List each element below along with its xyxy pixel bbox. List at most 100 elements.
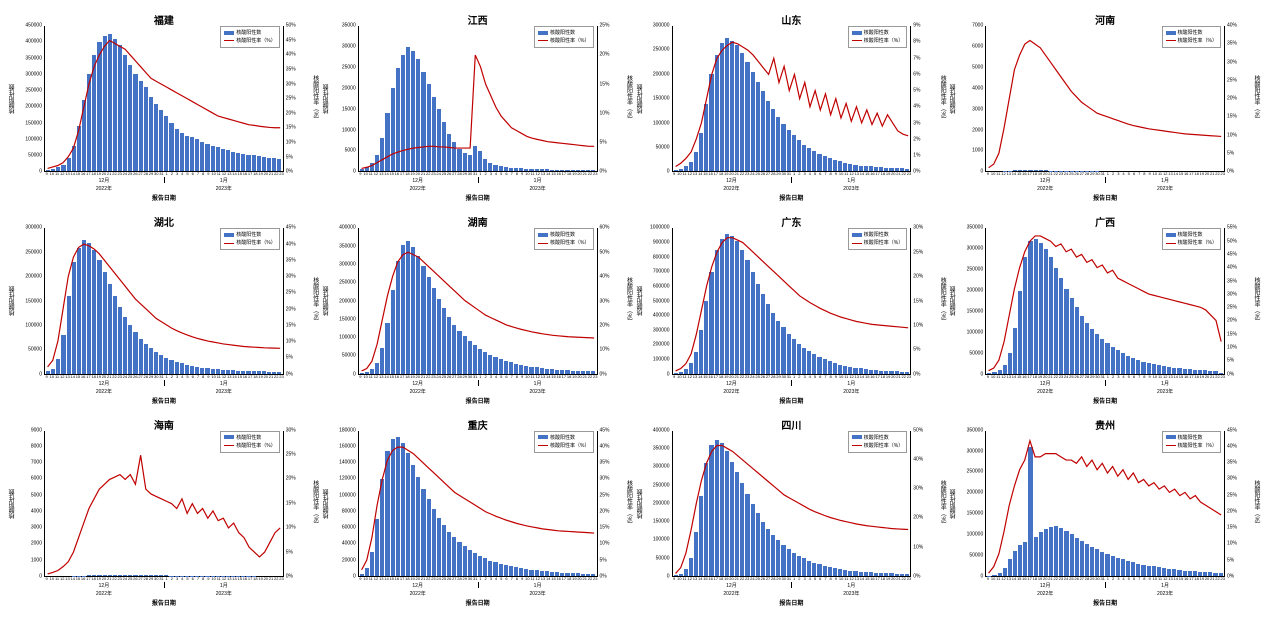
y-axis-left: 01000200030004000500060007000核酸阳性数 <box>951 26 985 172</box>
y-tick-right: 20% <box>913 275 923 280</box>
x-month: 12月 <box>672 380 792 387</box>
chart-panel: 湖北050000100000150000200000250000300000核酸… <box>10 212 318 408</box>
y-tick-right: 0% <box>286 372 293 377</box>
y-tick-left: 100000 <box>967 533 984 538</box>
y-tick-right: 35% <box>286 258 296 263</box>
y-tick-left: 20000 <box>342 86 356 91</box>
legend-bar-label: 核酸阳性数 <box>1178 435 1203 441</box>
y-axis-left: 0500001000001500002000002500003000003500… <box>951 228 985 374</box>
y-tick-right: 10% <box>600 348 610 353</box>
y-tick-left: 200000 <box>25 275 42 280</box>
legend-item-line: 核酸阳性率（%） <box>1166 442 1217 450</box>
chart-panel: 广西05000010000015000020000025000030000035… <box>951 212 1259 408</box>
x-axis: 9101112131415161718192021222324252627282… <box>358 577 598 611</box>
y-tick-right: 30% <box>286 428 296 433</box>
y-tick-left: 400000 <box>653 428 670 433</box>
legend-item-line: 核酸阳性率（%） <box>224 442 275 450</box>
y-tick-right: 25% <box>286 97 296 102</box>
y-tick-left: 200000 <box>339 299 356 304</box>
y-tick-left: 300000 <box>25 72 42 77</box>
chart-panel: 江西05000100001500020000250003000035000核酸阳… <box>324 10 632 206</box>
y-tick-left: 80000 <box>342 509 356 514</box>
x-tick: 23 <box>279 375 284 379</box>
legend-bar-label: 核酸阳性数 <box>864 232 889 238</box>
y-tick-right: 10% <box>913 323 923 328</box>
y-tick-left: 0 <box>667 574 670 579</box>
y-tick-left: 300000 <box>967 247 984 252</box>
y-tick-right: 10% <box>1227 346 1237 351</box>
x-years: 2022年2023年 <box>672 590 912 597</box>
y-tick-left: 350000 <box>25 56 42 61</box>
y-label-right: 核酸阳性率（%） <box>1252 75 1261 122</box>
x-month: 12月 <box>672 177 792 184</box>
x-label: 报告日期 <box>44 396 284 405</box>
y-tick-left: 300000 <box>339 262 356 267</box>
x-month: 12月 <box>985 582 1105 589</box>
x-years: 2022年2023年 <box>44 185 284 192</box>
x-ticks: 9101112131415161718192021222324252627282… <box>358 172 598 176</box>
y-tick-left: 200000 <box>25 105 42 110</box>
y-tick-right: 7% <box>913 56 920 61</box>
legend-item-bar: 核酸阳性数 <box>852 29 903 37</box>
y-axis-right: 0%5%10%15%20%25%30%35%40%45%核酸阳性率（%） <box>598 431 632 577</box>
y-tick-right: 30% <box>600 299 610 304</box>
x-axis: 9101112131415161718192021222324252627282… <box>672 375 912 409</box>
y-tick-left: 180000 <box>339 428 356 433</box>
legend-line-label: 核酸阳性率（%） <box>236 443 275 449</box>
x-month: 12月 <box>358 177 478 184</box>
y-tick-right: 0% <box>600 372 607 377</box>
x-year: 2022年 <box>44 388 164 395</box>
y-axis-left: 0500001000001500002000002500003000003500… <box>10 26 44 172</box>
x-ticks: 9101112131415161718192021222324252627282… <box>985 375 1225 379</box>
chart-title: 江西 <box>324 12 632 27</box>
x-months: 12月1月 <box>672 380 912 387</box>
y-tick-left: 0 <box>353 574 356 579</box>
x-axis: 9101112131415161718192021222324252627282… <box>44 172 284 206</box>
line-swatch <box>538 445 548 446</box>
x-ticks: 9101112131415161718192021222324252627282… <box>672 577 912 581</box>
x-ticks: 9101112131415161718192021222324252627282… <box>44 172 284 176</box>
y-tick-right: 5% <box>286 550 293 555</box>
y-tick-left: 100000 <box>339 493 356 498</box>
y-tick-right: 30% <box>1227 477 1237 482</box>
chart-title: 湖北 <box>10 214 318 229</box>
y-tick-right: 25% <box>913 250 923 255</box>
y-tick-right: 35% <box>1227 279 1237 284</box>
y-tick-right: 50% <box>913 428 923 433</box>
y-tick-left: 200000 <box>967 289 984 294</box>
x-month: 1月 <box>1105 582 1225 589</box>
y-tick-left: 100000 <box>25 137 42 142</box>
y-tick-right: 15% <box>600 82 610 87</box>
y-tick-right: 30% <box>913 226 923 231</box>
x-year: 2023年 <box>1105 185 1225 192</box>
x-ticks: 9101112131415161718192021222324252627282… <box>985 577 1225 581</box>
y-tick-right: 0% <box>600 574 607 579</box>
y-tick-left: 350000 <box>339 244 356 249</box>
y-tick-left: 50000 <box>28 348 42 353</box>
legend-item-bar: 核酸阳性数 <box>224 29 275 37</box>
x-label: 报告日期 <box>358 396 598 405</box>
bar-swatch <box>1166 31 1176 35</box>
chart-title: 广东 <box>638 214 946 229</box>
legend-item-line: 核酸阳性率（%） <box>538 37 589 45</box>
chart-panel: 海南0100020003000400050006000700080009000核… <box>10 415 318 611</box>
y-tick-left: 50000 <box>656 556 670 561</box>
y-tick-right: 50% <box>1227 239 1237 244</box>
y-tick-right: 55% <box>1227 226 1237 231</box>
x-label: 报告日期 <box>44 193 284 202</box>
y-tick-left: 0 <box>980 170 983 175</box>
x-months: 12月1月 <box>672 177 912 184</box>
x-ticks: 9101112131415161718192021222324252627282… <box>358 375 598 379</box>
y-tick-right: 25% <box>286 291 296 296</box>
y-tick-right: 10% <box>1227 542 1237 547</box>
y-tick-right: 20% <box>1227 509 1237 514</box>
y-tick-left: 1000 <box>31 558 42 563</box>
x-axis: 9101112131415161718192021222324252627282… <box>358 375 598 409</box>
y-tick-right: 5% <box>1227 152 1234 157</box>
x-axis: 9101112131415161718192021222324252627282… <box>985 172 1225 206</box>
y-tick-right: 45% <box>1227 252 1237 257</box>
y-tick-right: 5% <box>600 558 607 563</box>
x-label: 报告日期 <box>672 598 912 607</box>
y-label-right: 核酸阳性率（%） <box>938 480 947 527</box>
y-tick-left: 800000 <box>653 255 670 260</box>
